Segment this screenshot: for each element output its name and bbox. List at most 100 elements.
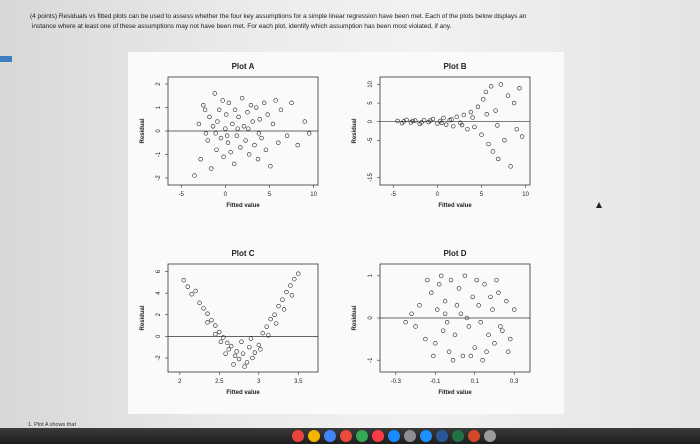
residual-point [435,307,440,312]
residual-plots-figure: Plot A Fitted value Residual -5 0 5 10 -2 -1 0 1 2 P… [128,52,564,414]
mail-icon[interactable] [324,430,336,442]
residual-point [440,328,446,333]
residual-point [228,343,234,349]
residual-point [431,353,436,359]
residual-point [496,156,501,162]
plot-frame [379,76,531,186]
residual-point [465,126,470,132]
residual-point [212,91,217,96]
residual-point [438,273,444,279]
settings-icon[interactable] [404,430,416,442]
residual-point [242,364,247,369]
residual-point [494,277,499,283]
residual-point [395,118,400,124]
answer-prompt[interactable]: 1. Plot A shows that [28,422,77,428]
x-tick-label: -0.3 [391,379,402,385]
residual-point [451,123,456,129]
residual-point [410,118,415,124]
residual-point [241,124,247,129]
residual-point [289,100,294,106]
residual-point [280,297,285,302]
y-tick-label: 4 [156,291,162,295]
residual-point [493,108,498,113]
calendar-icon[interactable] [340,430,352,442]
residual-point [202,107,208,113]
residual-point [235,126,240,131]
maps-icon[interactable] [356,430,368,442]
residual-point [265,112,270,117]
residual-point [246,152,252,157]
residual-point [508,164,513,169]
music-icon[interactable] [372,430,384,442]
residual-point [264,324,269,329]
residual-point [425,277,430,283]
x-axis-label: Fitted value [226,390,260,396]
residual-point [234,349,239,354]
residual-point [255,156,261,162]
word-icon[interactable] [436,430,448,442]
residual-point [423,336,428,342]
residual-point [482,282,487,287]
residual-point [439,120,444,126]
residual-point [226,347,231,352]
residual-point [462,273,468,279]
safari-icon[interactable] [420,430,432,442]
residual-point [460,353,466,359]
app-store-icon[interactable] [388,430,400,442]
residual-point [218,135,224,141]
y-tick-label: -1 [156,151,162,157]
residual-point [517,85,522,91]
residual-point [454,114,459,120]
photos-icon[interactable] [308,430,320,442]
excel-icon[interactable] [452,430,464,442]
residual-point [508,336,513,342]
residual-point [470,294,475,300]
y-tick-label: 2 [156,82,162,86]
residual-point [464,315,470,321]
trash-icon[interactable] [484,430,496,442]
residual-point [505,93,511,98]
x-tick-label: 2.5 [215,379,224,385]
residual-point [257,117,262,122]
residual-point [437,282,442,287]
residual-point [281,307,287,312]
x-tick-label: 0 [436,192,440,198]
x-tick-label: 5 [480,192,484,198]
residual-point [475,104,481,109]
y-tick-label: -1 [368,357,374,363]
residual-point [490,307,495,312]
residual-point [295,142,300,148]
residual-point [273,321,279,326]
y-tick-label: 5 [368,101,374,105]
x-tick-label: 3.5 [294,379,303,385]
plot-title: Plot D [443,249,466,258]
residual-point [476,303,481,308]
residual-point [484,349,489,354]
residual-point [192,173,197,178]
residual-point [250,355,255,361]
residual-point [217,329,222,335]
residual-point [443,122,449,127]
residual-point [459,122,465,128]
chrome-icon[interactable] [292,430,304,442]
residual-point [492,341,497,346]
powerpoint-icon[interactable] [468,430,480,442]
residual-point [218,339,224,344]
residual-point [273,98,278,103]
plot-b: Plot B Fitted value Residual -5 0 5 10 -15 -5 0 5 1… [352,62,531,209]
residual-point [504,298,509,304]
residual-point [428,118,433,123]
residual-point [441,115,446,121]
residual-point [512,307,517,312]
residual-point [284,133,290,138]
x-tick-label: -0.1 [430,379,441,385]
residual-point [259,135,264,141]
residual-point [306,131,312,136]
x-tick-label: 5 [268,192,272,198]
residual-point [401,119,407,124]
residual-point [250,119,255,124]
residual-point [232,353,238,358]
residual-point [205,320,210,325]
residual-point [488,294,493,300]
